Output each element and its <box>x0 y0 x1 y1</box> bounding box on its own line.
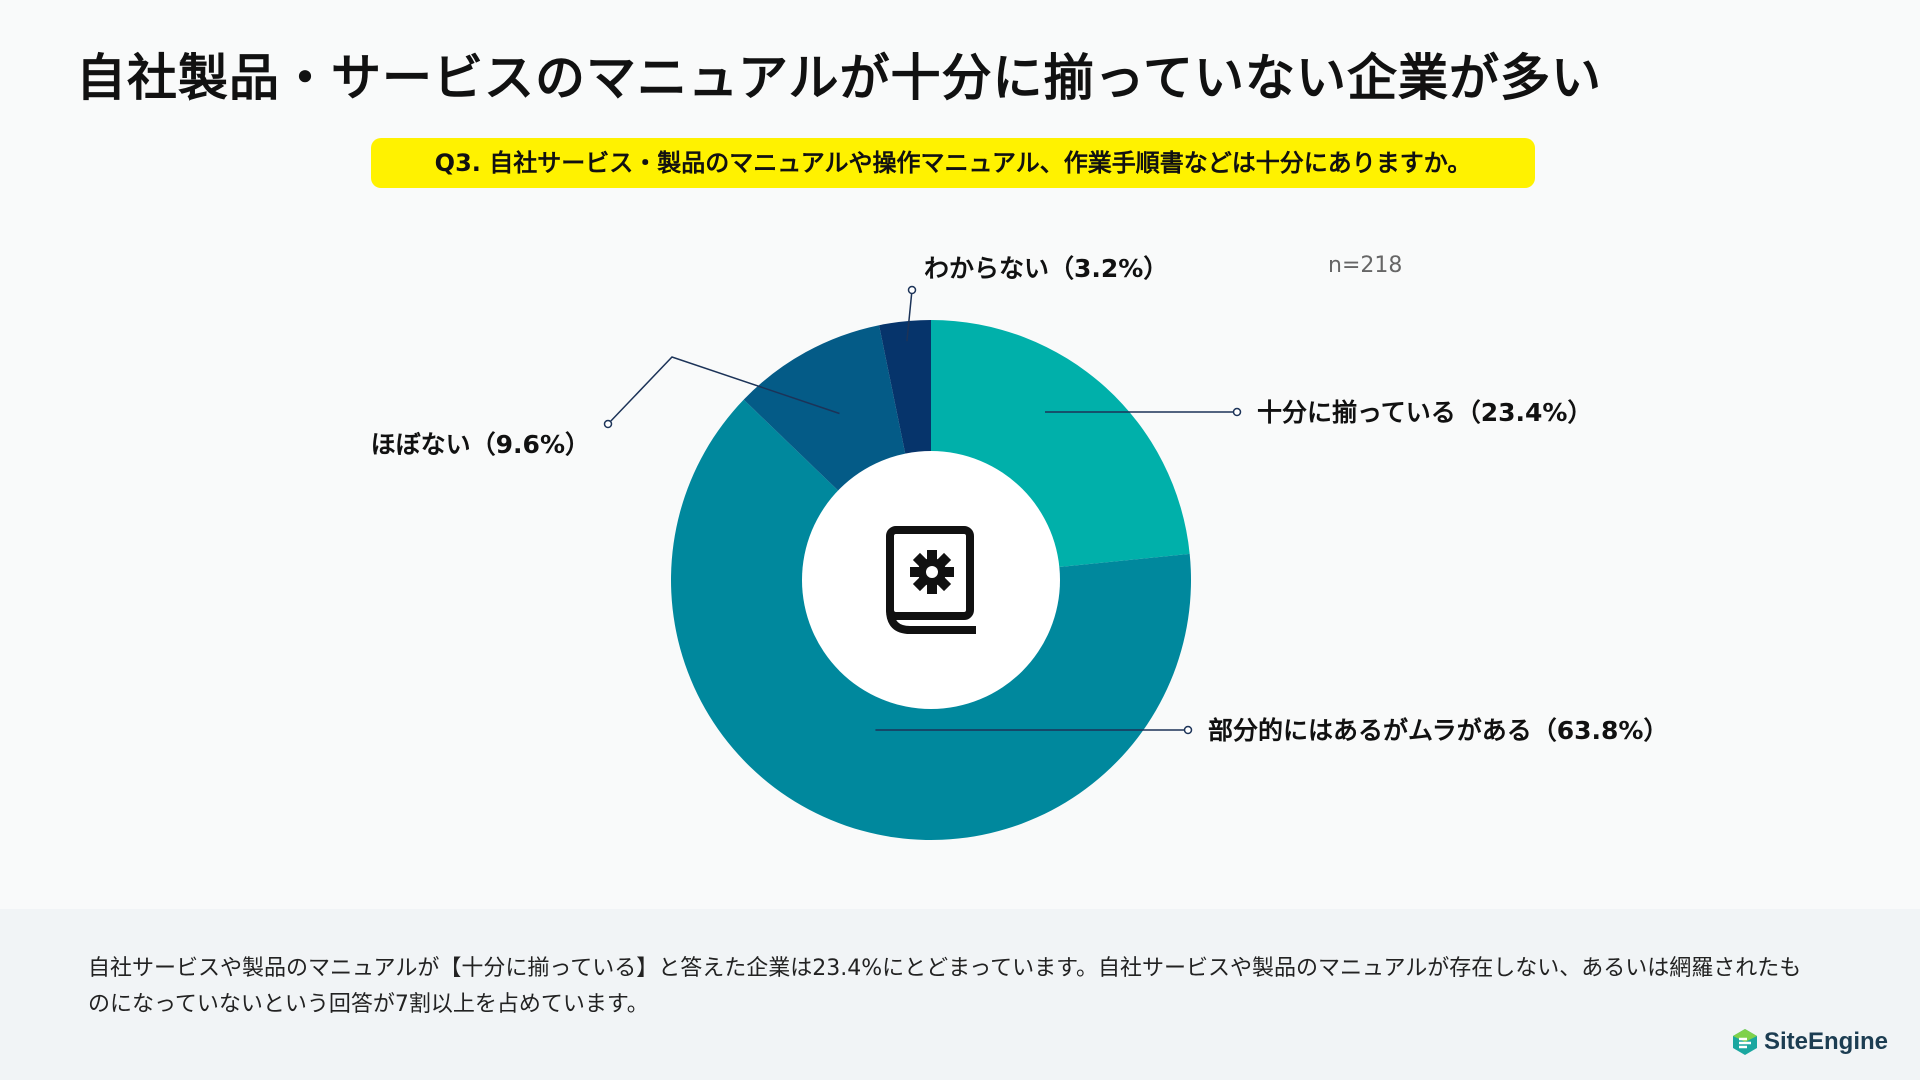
sample-size-label: n=218 <box>1328 253 1403 278</box>
leader-dot <box>1232 407 1242 417</box>
leader-dot <box>1183 725 1193 735</box>
footer-panel: 自社サービスや製品のマニュアルが【十分に揃っている】と答えた企業は23.4%にと… <box>0 909 1920 1080</box>
slice-label: 部分的にはあるがムラがある（63.8%） <box>1208 716 1668 745</box>
footer-text: 自社サービスや製品のマニュアルが【十分に揃っている】と答えた企業は23.4%にと… <box>88 956 1802 1017</box>
slice-label: ほぼない（9.6%） <box>371 430 590 459</box>
slice-label: 十分に揃っている（23.4%） <box>1257 398 1592 427</box>
siteengine-logo-icon <box>1732 1029 1757 1055</box>
donut-chart: 十分に揃っている（23.4%） 部分的にはあるがムラがある（63.8%） ほぼない（… <box>371 254 1668 840</box>
slice-label: わからない（3.2%） <box>924 254 1168 283</box>
leader-line <box>906 289 913 342</box>
logo-text: SiteEngine <box>1763 1028 1888 1055</box>
page-title: 自社製品・サービスのマニュアルが十分に揃っていない企業が多い <box>76 49 1602 107</box>
leader-line <box>607 356 840 425</box>
manual-book-gear-icon <box>886 526 976 634</box>
leader-dot <box>907 285 917 295</box>
siteengine-logo: SiteEngine <box>1730 1027 1888 1057</box>
leader-dot <box>603 419 613 429</box>
question-banner: Q3. 自社サービス・製品のマニュアルや操作マニュアル、作業手順書などは十分にあ… <box>371 138 1535 188</box>
